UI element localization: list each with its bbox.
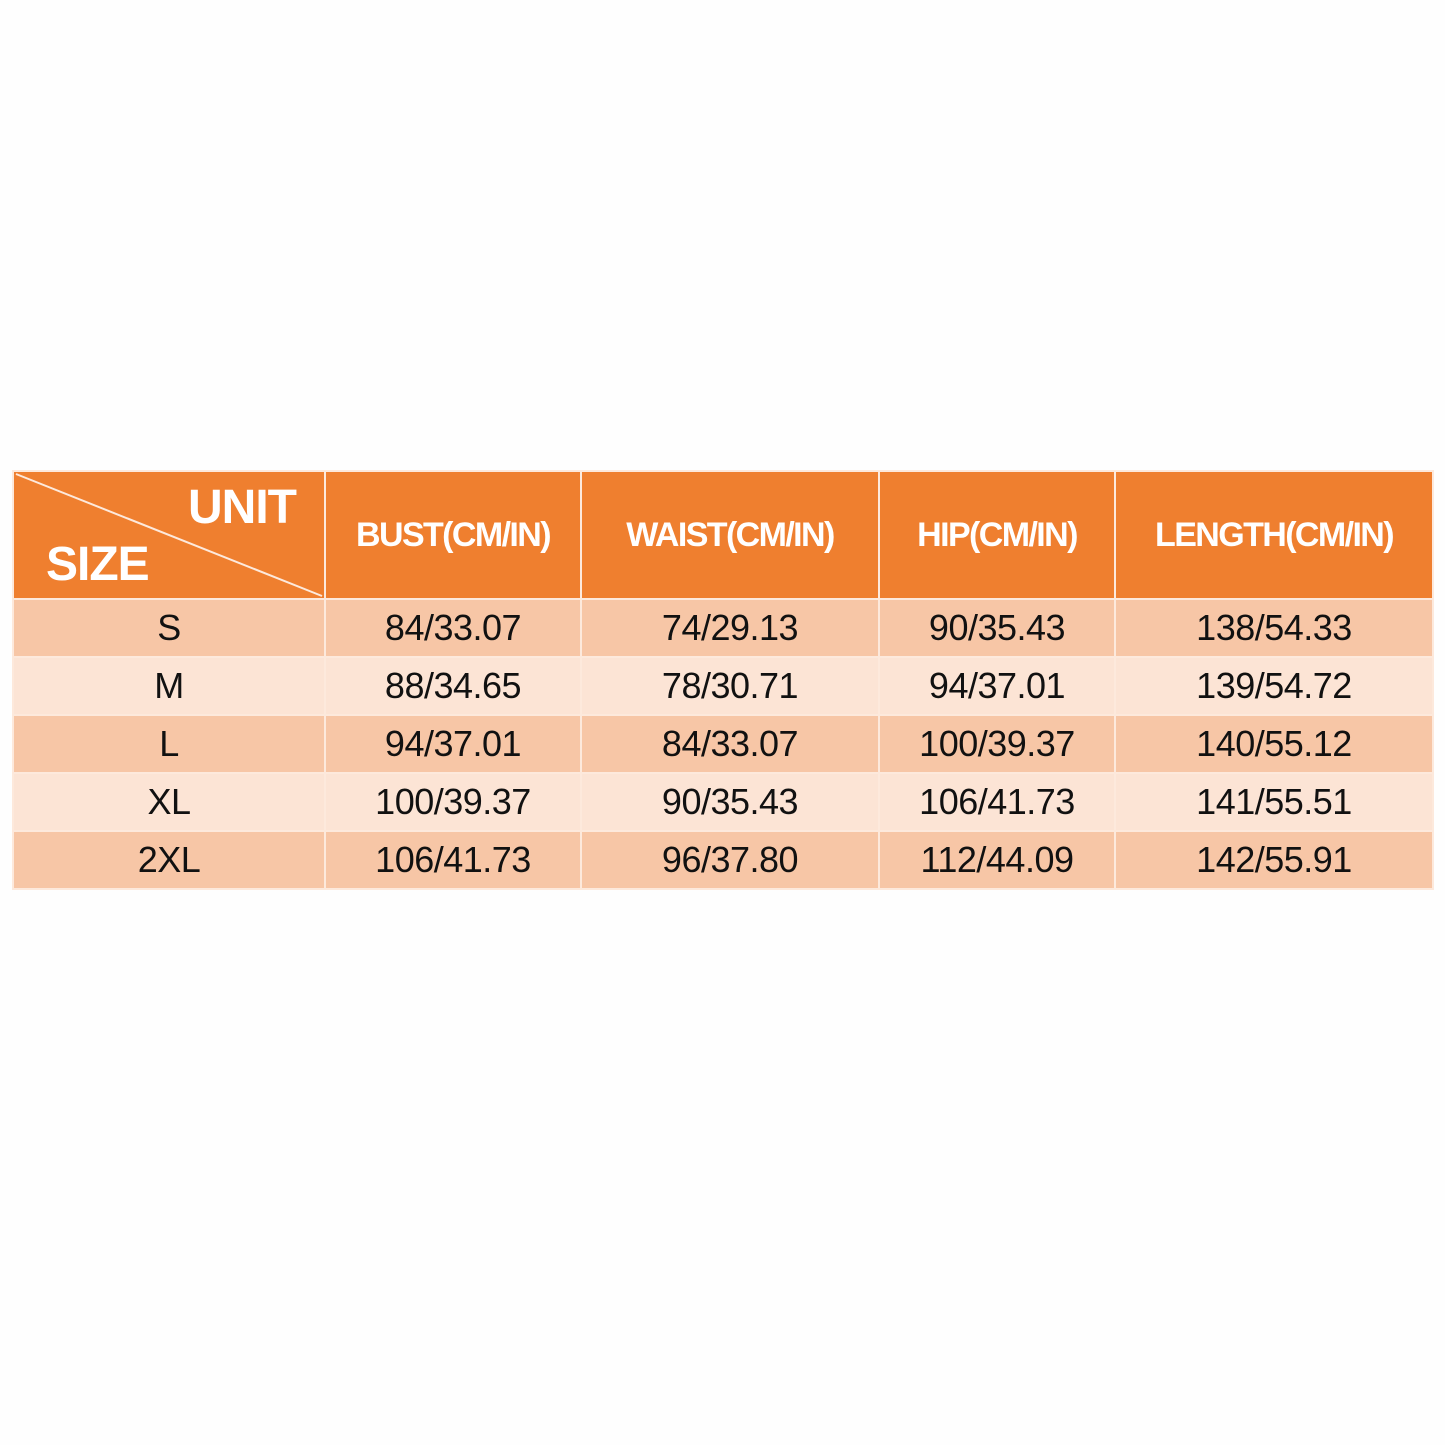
length-cell: 142/55.91 (1114, 830, 1434, 890)
waist-cell: 84/33.07 (580, 714, 880, 774)
length-cell: 141/55.51 (1114, 772, 1434, 832)
header-row: UNIT SIZE BUST(CM/IN) WAIST(CM/IN) HIP(C… (12, 470, 1434, 600)
table-row: S 84/33.07 74/29.13 90/35.43 138/54.33 (12, 598, 1434, 658)
table-row: XL 100/39.37 90/35.43 106/41.73 141/55.51 (12, 772, 1434, 832)
length-cell: 140/55.12 (1114, 714, 1434, 774)
hip-cell: 112/44.09 (878, 830, 1116, 890)
size-chart-table: UNIT SIZE BUST(CM/IN) WAIST(CM/IN) HIP(C… (12, 470, 1434, 890)
size-cell: 2XL (12, 830, 326, 890)
bust-cell: 106/41.73 (324, 830, 582, 890)
column-header-bust: BUST(CM/IN) (324, 470, 582, 600)
waist-cell: 78/30.71 (580, 656, 880, 716)
size-cell: XL (12, 772, 326, 832)
hip-cell: 100/39.37 (878, 714, 1116, 774)
waist-cell: 90/35.43 (580, 772, 880, 832)
column-header-hip: HIP(CM/IN) (878, 470, 1116, 600)
length-cell: 138/54.33 (1114, 598, 1434, 658)
corner-header-cell: UNIT SIZE (12, 470, 326, 600)
column-header-length: LENGTH(CM/IN) (1114, 470, 1434, 600)
size-cell: M (12, 656, 326, 716)
unit-label: UNIT (188, 481, 297, 534)
table-row: L 94/37.01 84/33.07 100/39.37 140/55.12 (12, 714, 1434, 774)
column-header-waist: WAIST(CM/IN) (580, 470, 880, 600)
waist-cell: 74/29.13 (580, 598, 880, 658)
length-cell: 139/54.72 (1114, 656, 1434, 716)
size-cell: S (12, 598, 326, 658)
bust-cell: 84/33.07 (324, 598, 582, 658)
bust-cell: 94/37.01 (324, 714, 582, 774)
diagonal-divider (15, 473, 323, 597)
size-cell: L (12, 714, 326, 774)
hip-cell: 90/35.43 (878, 598, 1116, 658)
hip-cell: 94/37.01 (878, 656, 1116, 716)
table-row: M 88/34.65 78/30.71 94/37.01 139/54.72 (12, 656, 1434, 716)
waist-cell: 96/37.80 (580, 830, 880, 890)
hip-cell: 106/41.73 (878, 772, 1116, 832)
bust-cell: 100/39.37 (324, 772, 582, 832)
size-label: SIZE (46, 538, 150, 591)
bust-cell: 88/34.65 (324, 656, 582, 716)
table-row: 2XL 106/41.73 96/37.80 112/44.09 142/55.91 (12, 830, 1434, 890)
